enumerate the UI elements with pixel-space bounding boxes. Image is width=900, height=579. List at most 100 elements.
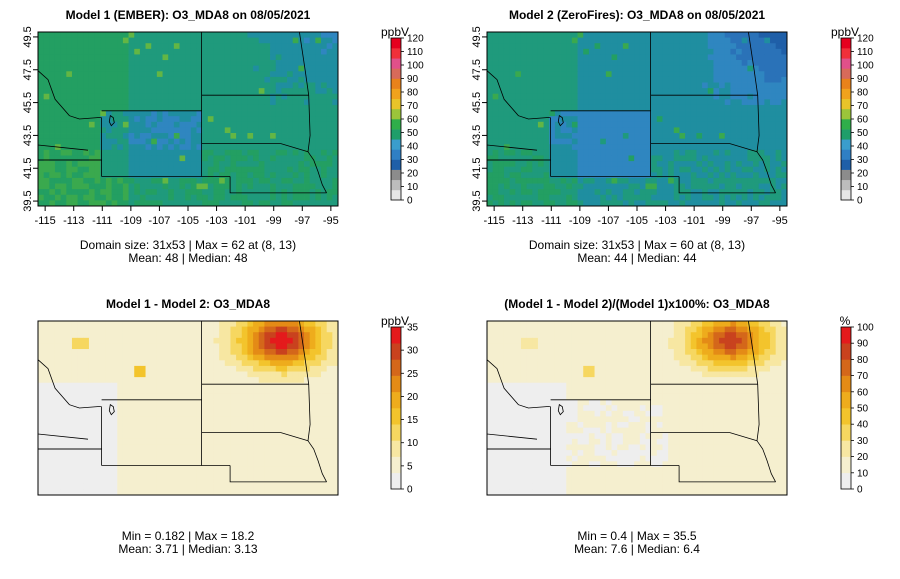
heatmap-cell	[292, 110, 299, 117]
heatmap-cell	[134, 82, 141, 89]
heatmap-cell	[168, 422, 175, 429]
heatmap-cell	[213, 99, 220, 106]
heatmap-cell	[66, 172, 73, 179]
heatmap-cell	[264, 382, 271, 389]
heatmap-cell	[571, 127, 578, 134]
heatmap-cell	[168, 121, 175, 128]
heatmap-cell	[588, 104, 595, 111]
heatmap-cell	[292, 166, 299, 173]
heatmap-cell	[287, 450, 294, 457]
heatmap-cell	[207, 93, 214, 100]
heatmap-cell	[190, 93, 197, 100]
heatmap-cell	[309, 450, 316, 457]
heatmap-cell	[321, 416, 328, 423]
heatmap-cell	[264, 321, 271, 328]
state-border-line	[487, 144, 538, 151]
heatmap-cell	[168, 116, 175, 123]
heatmap-cell	[281, 455, 288, 462]
heatmap-cell	[219, 433, 226, 440]
heatmap-cell	[43, 183, 50, 190]
heatmap-cell	[100, 116, 107, 123]
heatmap-cell	[190, 82, 197, 89]
heatmap-cell	[549, 32, 556, 39]
heatmap-cell	[741, 183, 748, 190]
heatmap-cell	[253, 377, 260, 384]
heatmap-cell	[326, 444, 333, 451]
heatmap-cell	[270, 65, 277, 72]
heatmap-cell	[270, 416, 277, 423]
heatmap-cell	[321, 121, 328, 128]
heatmap-cell	[719, 183, 726, 190]
heatmap-cell	[753, 104, 760, 111]
heatmap-cell	[775, 60, 782, 67]
heatmap-cell	[185, 461, 192, 468]
heatmap-cell	[60, 116, 67, 123]
heatmap-cell	[241, 466, 248, 473]
heatmap-cell	[639, 65, 646, 72]
heatmap-cell	[577, 54, 584, 61]
heatmap-cell	[88, 455, 95, 462]
heatmap-cell	[258, 138, 265, 145]
heatmap-cell	[151, 183, 158, 190]
heatmap-cell	[588, 99, 595, 106]
heatmap-cell	[207, 466, 214, 473]
heatmap-cell	[162, 138, 169, 145]
heatmap-cell	[196, 332, 203, 339]
heatmap-cell	[66, 149, 73, 156]
heatmap-cell	[71, 354, 79, 361]
heatmap-cell	[281, 349, 288, 356]
heatmap-cell	[43, 82, 50, 89]
colorbar-swatch	[841, 88, 851, 100]
heatmap-cell	[88, 478, 95, 485]
heatmap-cell	[213, 433, 220, 440]
heatmap-cell	[241, 127, 248, 134]
heatmap-cell	[315, 37, 322, 44]
heatmap-cell	[287, 455, 294, 462]
heatmap-cell	[71, 422, 79, 429]
heatmap-cell	[54, 478, 62, 485]
heatmap-cell	[560, 183, 567, 190]
heatmap-cell	[196, 405, 203, 412]
heatmap-cell	[111, 177, 118, 184]
colorbar-swatch	[391, 159, 401, 170]
colorbar-label: 40	[857, 142, 869, 153]
heatmap-cell	[515, 172, 522, 179]
heatmap-cell	[315, 405, 322, 412]
heatmap-cell	[43, 455, 50, 462]
heatmap-cell	[617, 71, 624, 78]
heatmap-cell	[287, 166, 294, 173]
heatmap-cell	[753, 121, 760, 128]
heatmap-cell	[770, 88, 777, 95]
heatmap-cell	[326, 194, 333, 201]
heatmap-cell	[747, 183, 754, 190]
heatmap-cell	[247, 138, 254, 145]
heatmap-cell	[179, 155, 186, 162]
heatmap-cell	[202, 405, 209, 412]
heatmap-cell	[304, 382, 311, 389]
state-border-line	[201, 143, 309, 153]
heatmap-cell	[287, 343, 294, 350]
heatmap-cell	[594, 116, 601, 123]
heatmap-cell	[304, 155, 311, 162]
heatmap-cell	[741, 177, 748, 184]
heatmap-cell	[656, 166, 663, 173]
heatmap-cell	[230, 410, 237, 417]
heatmap-cell	[190, 133, 197, 140]
heatmap-cell	[781, 166, 788, 173]
heatmap-cell	[60, 54, 67, 61]
heatmap-cell	[583, 76, 590, 83]
heatmap-cell	[145, 155, 152, 162]
heatmap-cell	[83, 433, 90, 440]
heatmap-cell	[100, 127, 107, 134]
heatmap-cell	[43, 32, 50, 39]
heatmap-cell	[492, 93, 499, 100]
heatmap-cell	[298, 110, 305, 117]
heatmap-cell	[281, 60, 288, 67]
heatmap-cell	[498, 177, 505, 184]
heatmap-cell	[315, 82, 322, 89]
heatmap-cell	[309, 127, 316, 134]
heatmap-cell	[707, 149, 714, 156]
heatmap-cell	[190, 416, 197, 423]
heatmap-cell	[122, 71, 129, 78]
heatmap-cell	[230, 354, 237, 361]
